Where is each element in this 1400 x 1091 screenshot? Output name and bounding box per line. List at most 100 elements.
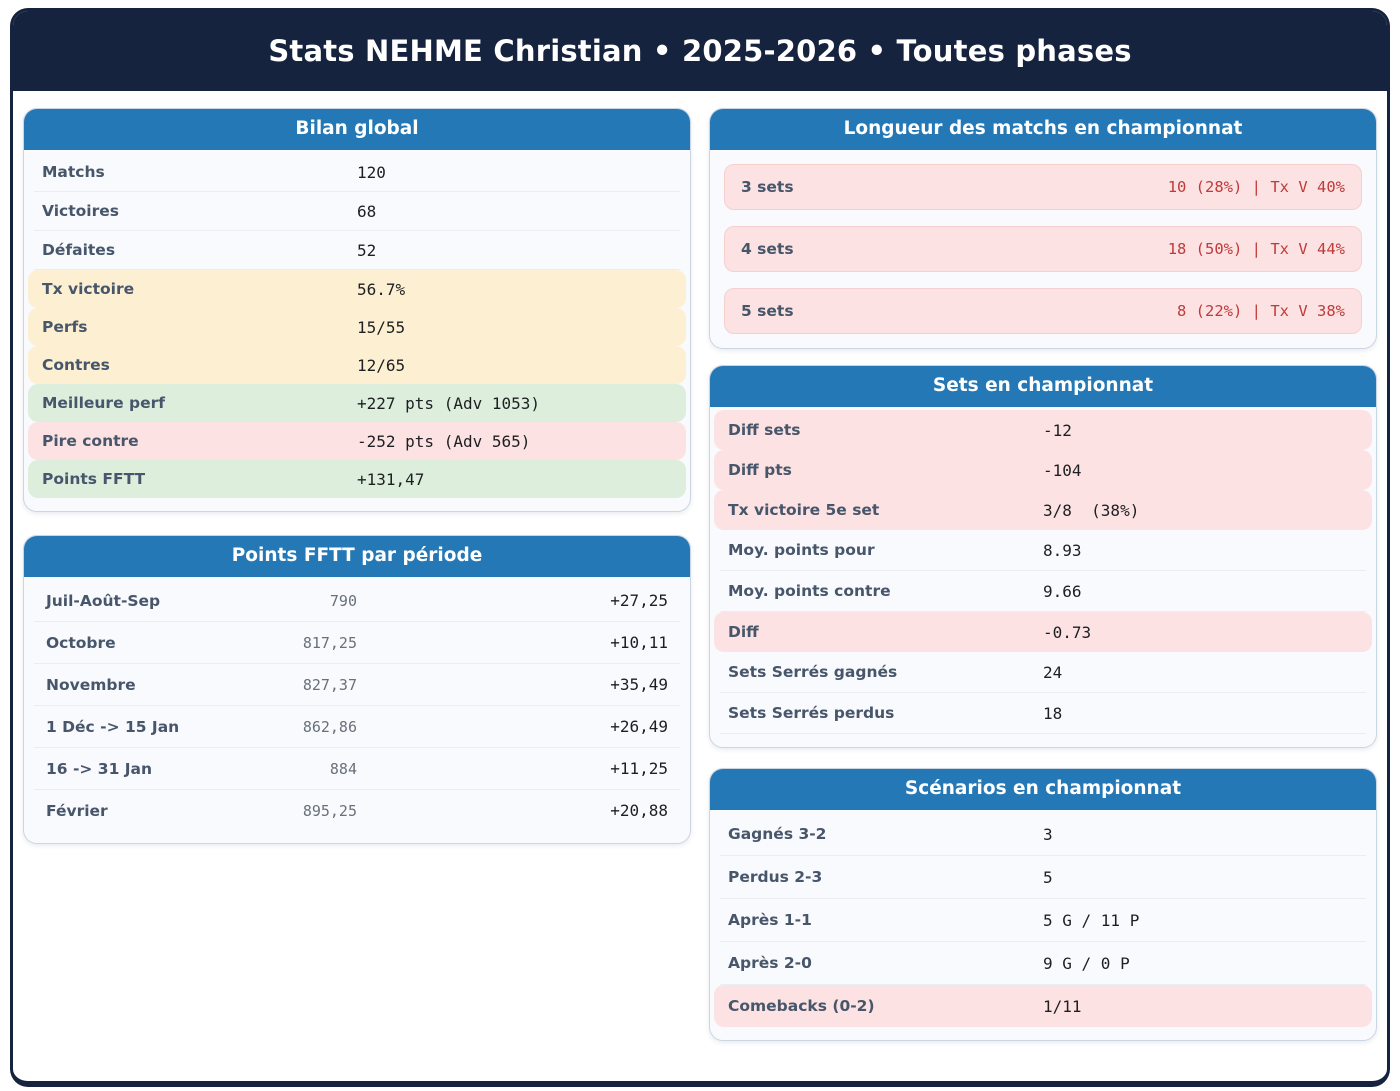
stat-row: Perdus 2-3 5 xyxy=(720,856,1366,899)
period-points: 827,37 xyxy=(302,675,357,694)
stat-row: Sets Serrés perdus 18 xyxy=(720,693,1366,734)
period-left-cell: Février 895,25 xyxy=(46,802,357,820)
stat-value: 24 xyxy=(1043,662,1063,682)
stat-row: Contres 12/65 xyxy=(28,346,686,384)
period-label: 16 -> 31 Jan xyxy=(46,759,153,778)
stat-label: Meilleure perf xyxy=(42,394,165,412)
match-length-label: 4 sets xyxy=(741,240,794,258)
period-label: Juil-Août-Sep xyxy=(46,591,161,610)
match-length-row: 4 sets 18 (50%) | Tx V 44% xyxy=(724,226,1362,272)
period-points: 790 xyxy=(329,591,357,610)
card-title: Points FFTT par période xyxy=(24,536,690,577)
stat-value: -104 xyxy=(1043,460,1082,480)
period-label: Février xyxy=(46,801,108,820)
stat-value: 3 xyxy=(1043,824,1053,844)
period-delta: +10,11 xyxy=(610,633,668,652)
period-label: 1 Déc -> 15 Jan xyxy=(46,717,180,736)
stat-label: Moy. points pour xyxy=(728,541,875,559)
match-length-value: 10 (28%) | Tx V 40% xyxy=(1167,178,1345,196)
left-column: Bilan global Matchs 120 Victoires 68 Défaite… xyxy=(23,108,691,844)
period-left-cell: 16 -> 31 Jan 884 xyxy=(46,760,357,778)
stat-row: Tx victoire 56.7% xyxy=(28,270,686,308)
stat-value: +131,47 xyxy=(357,469,425,489)
page-header: Stats NEHME Christian • 2025-2026 • Tout… xyxy=(13,11,1387,91)
longueur-rows: 3 sets 10 (28%) | Tx V 40% 4 sets 18 (50%) … xyxy=(710,150,1376,348)
stat-label: Défaites xyxy=(42,241,116,259)
stat-value: 52 xyxy=(357,240,377,260)
stat-label: Diff xyxy=(728,623,759,641)
match-length-label: 5 sets xyxy=(741,302,794,320)
card-longueur-matchs: Longueur des matchs en championnat 3 set… xyxy=(709,108,1377,349)
stat-label: Sets Serrés perdus xyxy=(728,704,895,722)
stat-label: Diff pts xyxy=(728,461,792,479)
stat-value: -0.73 xyxy=(1043,622,1092,642)
content-area: Bilan global Matchs 120 Victoires 68 Défaite… xyxy=(13,91,1387,1041)
table-row: Octobre 817,25 +10,11 xyxy=(34,622,680,664)
period-delta: +26,49 xyxy=(610,717,668,736)
stat-value: 56.7% xyxy=(357,279,406,299)
stat-label: Pire contre xyxy=(42,432,139,450)
stat-row: Matchs 120 xyxy=(34,153,680,192)
table-row: Juil-Août-Sep 790 +27,25 xyxy=(34,580,680,622)
card-title: Scénarios en championnat xyxy=(710,769,1376,810)
stat-row: Points FFTT +131,47 xyxy=(28,460,686,498)
table-row: 1 Déc -> 15 Jan 862,86 +26,49 xyxy=(34,706,680,748)
period-left-cell: Octobre 817,25 xyxy=(46,634,357,652)
stat-label: Après 1-1 xyxy=(728,911,812,929)
table-row: 16 -> 31 Jan 884 +11,25 xyxy=(34,748,680,790)
card-sets-championnat: Sets en championnat Diff sets -12 Diff pts… xyxy=(709,365,1377,748)
stat-value: 5 G / 11 P xyxy=(1043,910,1140,930)
stat-value: 120 xyxy=(357,162,386,182)
stat-label: Tx victoire xyxy=(42,280,135,298)
match-length-row: 3 sets 10 (28%) | Tx V 40% xyxy=(724,164,1362,210)
period-points: 895,25 xyxy=(302,801,357,820)
periode-rows: Juil-Août-Sep 790 +27,25 Octobre 817,25 +10,1… xyxy=(24,577,690,843)
stat-value: 1/11 xyxy=(1043,996,1082,1016)
card-scenarios-championnat: Scénarios en championnat Gagnés 3-2 3 Perd… xyxy=(709,768,1377,1041)
stat-label: Contres xyxy=(42,356,110,374)
period-delta: +27,25 xyxy=(610,591,668,610)
page-title: Stats NEHME Christian • 2025-2026 • Tout… xyxy=(268,34,1132,68)
card-points-fftt-periode: Points FFTT par période Juil-Août-Sep 790… xyxy=(23,535,691,844)
stat-row: Perfs 15/55 xyxy=(28,308,686,346)
stat-value: 15/55 xyxy=(357,317,406,337)
stat-value: 5 xyxy=(1043,867,1053,887)
stat-label: Perdus 2-3 xyxy=(728,868,823,886)
stat-row: Tx victoire 5e set 3/8 (38%) xyxy=(714,490,1372,530)
stat-row: Diff pts -104 xyxy=(714,450,1372,490)
stat-row: Diff -0.73 xyxy=(714,612,1372,652)
stat-label: Diff sets xyxy=(728,421,801,439)
stat-row: Défaites 52 xyxy=(34,231,680,270)
stat-value: 9.66 xyxy=(1043,581,1082,601)
period-left-cell: Juil-Août-Sep 790 xyxy=(46,592,357,610)
period-left-cell: Novembre 827,37 xyxy=(46,676,357,694)
stat-label: Sets Serrés gagnés xyxy=(728,663,898,681)
stat-row: Gagnés 3-2 3 xyxy=(720,813,1366,856)
stat-value: +227 pts (Adv 1053) xyxy=(357,393,541,413)
right-column: Longueur des matchs en championnat 3 set… xyxy=(709,108,1377,1041)
period-label: Octobre xyxy=(46,633,116,652)
stat-value: -12 xyxy=(1043,420,1072,440)
stat-row: Après 2-0 9 G / 0 P xyxy=(720,942,1366,985)
card-title: Sets en championnat xyxy=(710,366,1376,407)
stat-value: 18 xyxy=(1043,703,1063,723)
period-points: 817,25 xyxy=(302,633,357,652)
stat-label: Après 2-0 xyxy=(728,954,812,972)
match-length-row: 5 sets 8 (22%) | Tx V 38% xyxy=(724,288,1362,334)
stat-row: Moy. points pour 8.93 xyxy=(720,530,1366,571)
stat-value: 12/65 xyxy=(357,355,406,375)
period-delta: +11,25 xyxy=(610,759,668,778)
stat-label: Tx victoire 5e set xyxy=(728,501,880,519)
stat-row: Moy. points contre 9.66 xyxy=(720,571,1366,612)
table-row: Novembre 827,37 +35,49 xyxy=(34,664,680,706)
period-points: 884 xyxy=(329,759,357,778)
stat-row: Pire contre -252 pts (Adv 565) xyxy=(28,422,686,460)
stat-value: -252 pts (Adv 565) xyxy=(357,431,531,451)
stat-row: Victoires 68 xyxy=(34,192,680,231)
stat-label: Moy. points contre xyxy=(728,582,891,600)
table-row: Février 895,25 +20,88 xyxy=(34,790,680,831)
period-delta: +35,49 xyxy=(610,675,668,694)
stat-value: 68 xyxy=(357,201,377,221)
match-length-value: 18 (50%) | Tx V 44% xyxy=(1167,240,1345,258)
card-title: Bilan global xyxy=(24,109,690,150)
